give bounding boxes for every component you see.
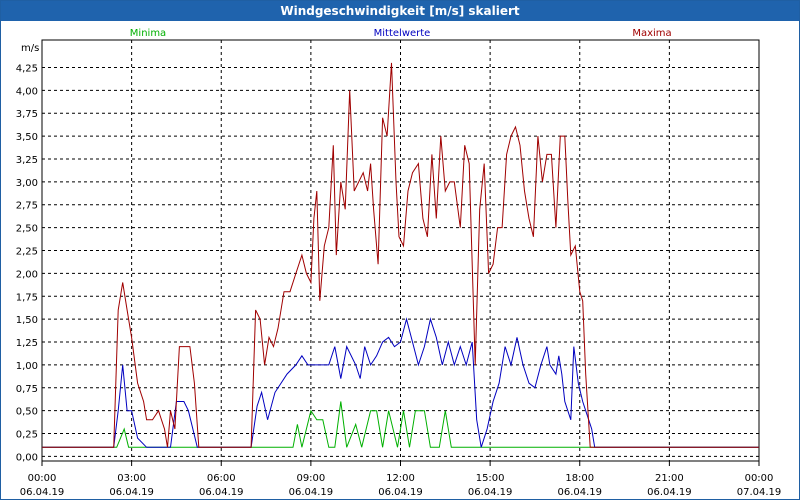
y-tick-label: 2,25 xyxy=(16,247,38,258)
y-tick-label: 3,75 xyxy=(16,109,38,120)
y-tick-label: 2,50 xyxy=(16,224,38,235)
y-tick-label: 3,50 xyxy=(16,132,38,143)
x-tick-time: 12:00 xyxy=(386,473,415,484)
series-line-maxima xyxy=(42,62,759,448)
x-tick-time: 00:00 xyxy=(28,473,57,484)
legend-entry-minima: Minima xyxy=(130,28,166,39)
y-tick-label: 4,00 xyxy=(16,86,38,97)
x-tick-time: 18:00 xyxy=(565,473,594,484)
x-tick-time: 00:00 xyxy=(745,473,774,484)
x-tick-date: 06.04.19 xyxy=(468,487,513,498)
y-axis-ticks: 0,00 0,25 0,50 0,75 1,00 1,25 1,50 1,75 2,00 2,25… xyxy=(16,63,38,463)
y-tick-label: 1,75 xyxy=(16,292,38,303)
legend-entry-maxima: Maxima xyxy=(632,28,671,39)
x-tick-time: 03:00 xyxy=(117,473,146,484)
x-tick-time: 09:00 xyxy=(296,473,325,484)
y-tick-label: 1,50 xyxy=(16,315,38,326)
y-tick-label: 1,00 xyxy=(16,361,38,372)
y-axis-label: m/s xyxy=(21,43,39,54)
legend: Minima Mittelwerte Maxima xyxy=(130,28,672,39)
y-tick-label: 0,50 xyxy=(16,407,38,418)
x-tick-date: 06.04.19 xyxy=(378,487,423,498)
x-axis-ticks: 00:00 06.04.19 03:00 06.04.19 06:00 06.04.19 0… xyxy=(20,461,782,498)
window-title: Windgeschwindigkeit [m/s] skaliert xyxy=(1,1,799,21)
x-tick-date: 07.04.19 xyxy=(737,487,782,498)
x-tick-date: 06.04.19 xyxy=(289,487,334,498)
grid-lines xyxy=(41,40,760,461)
y-tick-label: 3,25 xyxy=(16,155,38,166)
series-lines xyxy=(42,62,759,448)
y-tick-label: 0,25 xyxy=(16,430,38,441)
series-line-minima xyxy=(42,401,759,448)
y-tick-label: 0,75 xyxy=(16,384,38,395)
y-tick-label: 1,25 xyxy=(16,338,38,349)
x-tick-time: 21:00 xyxy=(655,473,684,484)
x-tick-date: 06.04.19 xyxy=(199,487,244,498)
x-tick-time: 06:00 xyxy=(207,473,236,484)
legend-entry-mittelwerte: Mittelwerte xyxy=(374,28,431,39)
x-tick-date: 06.04.19 xyxy=(20,487,65,498)
y-tick-label: 2,75 xyxy=(16,201,38,212)
x-tick-date: 06.04.19 xyxy=(109,487,154,498)
y-tick-label: 0,00 xyxy=(16,452,38,463)
x-tick-date: 06.04.19 xyxy=(557,487,602,498)
x-tick-date: 06.04.19 xyxy=(647,487,692,498)
y-tick-label: 3,00 xyxy=(16,178,38,189)
y-tick-label: 2,00 xyxy=(16,269,38,280)
y-tick-label: 4,25 xyxy=(16,63,38,74)
x-tick-time: 15:00 xyxy=(476,473,505,484)
